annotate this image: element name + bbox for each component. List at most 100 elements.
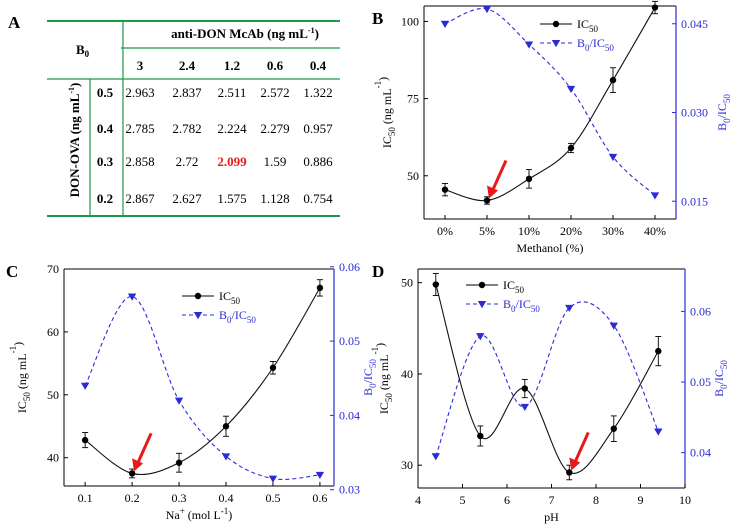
ratio-marker xyxy=(440,20,450,28)
table-cell: 2.627 xyxy=(172,191,202,206)
ratio-marker xyxy=(650,192,660,200)
indicator-arrow xyxy=(573,431,590,463)
y-tick-label-left: 50 xyxy=(407,169,419,183)
ic50-marker xyxy=(175,459,183,466)
x-tick-label: 7 xyxy=(549,493,555,507)
series-line-ic50 xyxy=(435,284,659,474)
y-tick-label-right: 0.03 xyxy=(339,483,360,497)
ratio-marker xyxy=(127,293,137,301)
table-cell: 2.785 xyxy=(125,121,154,136)
ic50-marker xyxy=(128,470,136,477)
ic50-marker xyxy=(477,432,484,440)
table-cell: 2.511 xyxy=(218,85,247,100)
x-tick-label: 0.5 xyxy=(265,491,280,505)
x-tick-label: 6 xyxy=(504,493,510,507)
x-tick-label: 4 xyxy=(415,493,421,507)
x-tick-label: 5 xyxy=(460,493,466,507)
ratio-marker xyxy=(608,153,618,162)
x-tick-label: 10% xyxy=(518,224,540,238)
y-tick-label-right: 0.015 xyxy=(681,194,708,208)
ic50-marker xyxy=(269,364,277,371)
table-row-label: 0.2 xyxy=(97,191,113,206)
table-cell: 2.963 xyxy=(125,85,154,100)
table-row-label: 0.3 xyxy=(97,154,114,169)
table-cell: 2.099 xyxy=(217,154,247,169)
ic50-marker xyxy=(521,385,528,392)
legend-label-ic50: IC50 xyxy=(577,17,599,34)
x-tick-label: 10 xyxy=(679,493,691,507)
y-tick-label-right: 0.045 xyxy=(681,17,708,31)
legend-label-ic50: IC50 xyxy=(219,289,241,306)
y-axis-title-right: B0/IC50 xyxy=(361,359,378,396)
ratio-marker xyxy=(80,382,90,390)
x-tick-label: 0.4 xyxy=(219,491,234,505)
ratio-marker xyxy=(654,428,663,436)
legend-marker-ic50 xyxy=(552,20,560,28)
table-column-value: 3 xyxy=(137,58,144,73)
y-tick-label-right: 0.04 xyxy=(690,446,711,460)
y-tick-label-right: 0.06 xyxy=(690,304,711,318)
ic50-marker xyxy=(483,197,491,204)
y-tick-label-left: 50 xyxy=(47,388,59,402)
table-cell: 2.858 xyxy=(125,154,154,169)
x-tick-label: 40% xyxy=(644,224,666,238)
table-corner-label: B0 xyxy=(76,42,90,59)
ratio-marker xyxy=(431,453,440,461)
y-tick-label-right: 0.05 xyxy=(339,334,360,348)
ic50-marker xyxy=(651,4,659,11)
ic50-marker xyxy=(655,347,662,355)
ic50-marker xyxy=(81,436,89,444)
x-axis-title: pH xyxy=(544,510,559,524)
series-line-ratio xyxy=(444,7,656,196)
table-cell: 1.128 xyxy=(260,191,289,206)
table-column-values: 3 2.4 1.2 0.6 0.4 xyxy=(137,58,327,73)
legend-label-ratio: B0/IC50 xyxy=(219,308,256,325)
table-cell: 2.837 xyxy=(172,85,202,100)
ic50-marker xyxy=(525,175,533,183)
table-cell: 0.754 xyxy=(303,191,333,206)
table-cell: 2.782 xyxy=(172,121,201,136)
ratio-marker xyxy=(476,333,485,341)
ratio-marker xyxy=(566,85,576,94)
x-tick-label: 0.6 xyxy=(312,491,327,505)
panel-a-letter: A xyxy=(8,13,21,32)
ratio-marker xyxy=(268,475,278,483)
legend-marker-ic50 xyxy=(194,292,202,300)
indicator-arrow-head xyxy=(132,458,144,472)
ratio-marker xyxy=(482,6,492,14)
ratio-marker xyxy=(174,397,184,405)
legend-marker-ratio xyxy=(477,301,487,309)
y-axis-title-left: IC50 (ng mL-1) xyxy=(370,343,394,414)
y-tick-label-left: 60 xyxy=(47,325,59,339)
legend-label-ratio: B0/IC50 xyxy=(577,36,614,53)
x-tick-label: 0.1 xyxy=(78,491,93,505)
x-tick-label: 0.3 xyxy=(172,491,187,505)
series-line-ratio xyxy=(84,295,320,480)
table-row-label: 0.5 xyxy=(97,85,114,100)
panel-c-letter: C xyxy=(6,262,18,281)
table-cell: 2.72 xyxy=(176,154,199,169)
panel-d-letter: D xyxy=(372,262,384,281)
ratio-marker xyxy=(609,322,618,330)
x-axis-title: Methanol (%) xyxy=(517,241,584,255)
y-axis-title-left: IC50 (ng mL-1) xyxy=(373,77,397,148)
table-cell: 0.886 xyxy=(303,154,333,169)
y-tick-label-left: 70 xyxy=(47,262,59,276)
table-column-value: 2.4 xyxy=(179,58,196,73)
series-line-ratio xyxy=(435,301,659,457)
y-tick-label-left: 50 xyxy=(401,276,413,290)
y-axis-title-right: B0/IC50 xyxy=(712,360,729,397)
table-cell: 1.575 xyxy=(217,191,246,206)
legend-marker-ic50 xyxy=(478,281,486,289)
table-column-value: 0.6 xyxy=(267,58,284,73)
ratio-marker xyxy=(520,403,529,411)
ratio-marker xyxy=(524,41,534,49)
x-tick-label: 0.2 xyxy=(125,491,140,505)
x-tick-label: 8 xyxy=(593,493,599,507)
x-axis-title: Na+ (mol L-1) xyxy=(166,506,233,522)
ic50-marker xyxy=(610,425,617,432)
panel-d-ph-chart: D 4 5 6 7 8 9 10 30 40 50 0.04 0.05 0.06 IC50 (ng mL-… xyxy=(370,262,729,524)
ratio-marker xyxy=(565,304,574,313)
x-tick-label: 5% xyxy=(479,224,495,238)
